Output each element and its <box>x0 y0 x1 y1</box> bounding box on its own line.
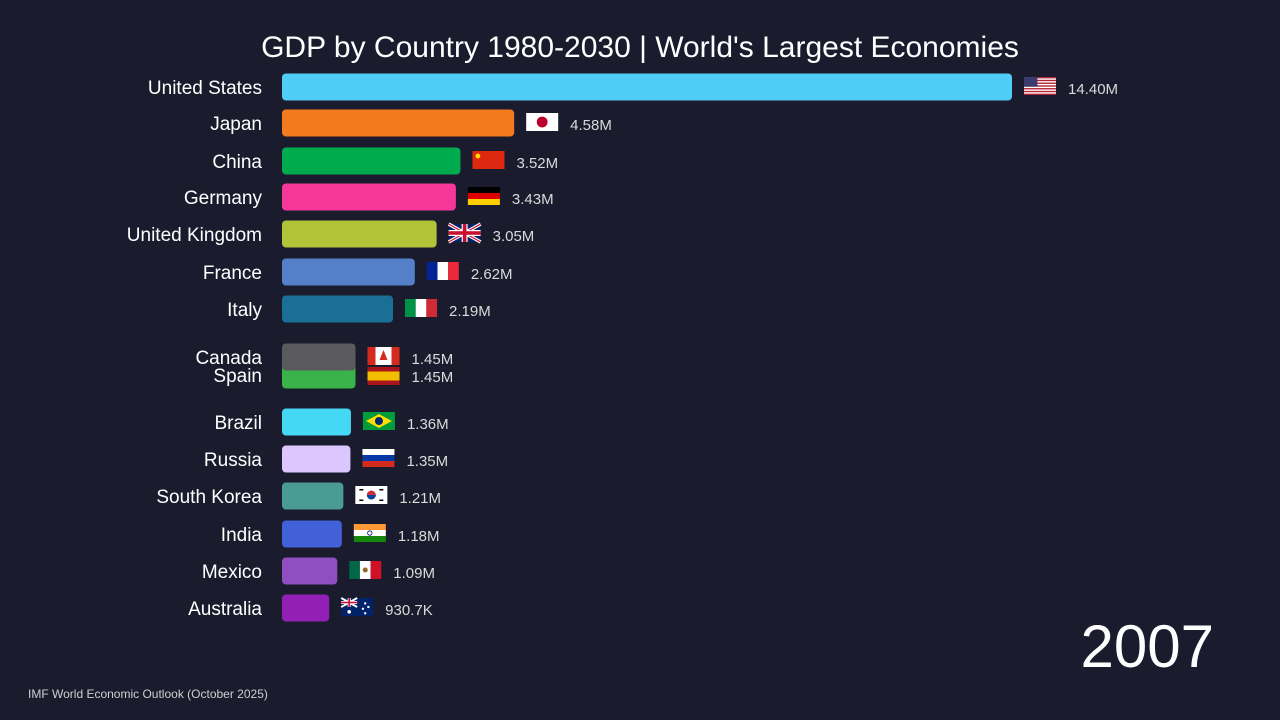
bar <box>282 520 342 548</box>
bar <box>282 220 437 248</box>
country-label: China <box>212 152 262 173</box>
bar-row-united-states: United States 14.40M <box>148 73 1118 101</box>
value-label: 2.62M <box>471 266 513 283</box>
value-label: 1.45M <box>412 369 454 386</box>
bar-row-japan: Japan 4.58M <box>210 109 612 137</box>
country-label: Spain <box>213 366 262 387</box>
bar-row-china: China 3.52M <box>212 147 558 175</box>
value-label: 1.45M <box>412 351 454 368</box>
in-flag-icon <box>353 524 386 542</box>
value-label: 930.7K <box>385 602 433 619</box>
ru-flag-icon <box>362 449 395 467</box>
bar-row-italy: Italy 2.19M <box>227 295 491 323</box>
mx-flag-icon <box>349 561 382 579</box>
country-label: Russia <box>204 450 263 471</box>
bar <box>282 73 1012 101</box>
country-label: Japan <box>210 114 262 135</box>
bar <box>282 594 330 622</box>
bar <box>282 183 456 211</box>
ca-flag-icon <box>367 347 400 365</box>
bar <box>282 557 338 585</box>
bar <box>282 295 394 323</box>
bar-row-germany: Germany 3.43M <box>184 183 554 211</box>
value-label: 2.19M <box>449 303 491 320</box>
us-flag-icon <box>1024 77 1056 95</box>
country-label: India <box>221 525 263 546</box>
bar-row-australia: Australia 930.7K <box>188 594 433 622</box>
au-flag-icon <box>340 597 374 616</box>
kr-flag-icon <box>355 486 388 504</box>
bar-row-canada: Canada 1.45M <box>195 343 454 371</box>
cn-flag-icon <box>472 151 505 169</box>
value-label: 1.09M <box>393 565 435 582</box>
country-label: Mexico <box>202 562 262 583</box>
country-label: Brazil <box>214 413 262 434</box>
bar <box>282 258 415 286</box>
country-label: Australia <box>188 599 262 620</box>
country-label: Germany <box>184 188 263 209</box>
source-label: IMF World Economic Outlook (October 2025… <box>28 687 268 701</box>
country-label: United Kingdom <box>127 225 262 246</box>
bar <box>282 343 356 371</box>
jp-flag-icon <box>526 113 559 131</box>
chart-title: GDP by Country 1980-2030 | World's Large… <box>261 31 1019 64</box>
value-label: 3.05M <box>493 228 535 245</box>
bar <box>282 109 515 137</box>
fr-flag-icon <box>426 262 459 280</box>
year-label: 2007 <box>1081 613 1214 680</box>
country-label: South Korea <box>156 487 262 508</box>
value-label: 4.58M <box>570 117 612 134</box>
bar <box>282 408 351 436</box>
bar-row-south-korea: South Korea 1.21M <box>156 482 441 510</box>
bars-group: United States 14.40M Japan 4.58M China 3.52M G… <box>127 73 1118 622</box>
bar-row-russia: Russia 1.35M <box>204 445 448 473</box>
country-label: United States <box>148 78 262 99</box>
value-label: 1.36M <box>407 416 449 433</box>
value-label: 1.35M <box>406 453 448 470</box>
value-label: 3.43M <box>512 191 554 208</box>
bar-row-india: India 1.18M <box>221 520 440 548</box>
de-flag-icon <box>467 187 500 205</box>
bar-row-brazil: Brazil 1.36M <box>214 408 449 436</box>
value-label: 3.52M <box>516 155 558 172</box>
value-label: 1.18M <box>398 528 440 545</box>
es-flag-icon <box>367 367 400 385</box>
bar <box>282 482 344 510</box>
bar-row-france: France 2.62M <box>203 258 513 286</box>
country-label: France <box>203 263 262 284</box>
value-label: 1.21M <box>399 490 441 507</box>
bar-row-mexico: Mexico 1.09M <box>202 557 435 585</box>
country-label: Canada <box>195 348 262 369</box>
bar <box>282 147 461 175</box>
value-label: 14.40M <box>1068 81 1118 98</box>
br-flag-icon <box>362 412 395 430</box>
gb-flag-icon <box>447 222 482 244</box>
it-flag-icon <box>405 299 438 317</box>
bar-row-united-kingdom: United Kingdom 3.05M <box>127 220 535 248</box>
country-label: Italy <box>227 300 262 321</box>
bar <box>282 445 351 473</box>
